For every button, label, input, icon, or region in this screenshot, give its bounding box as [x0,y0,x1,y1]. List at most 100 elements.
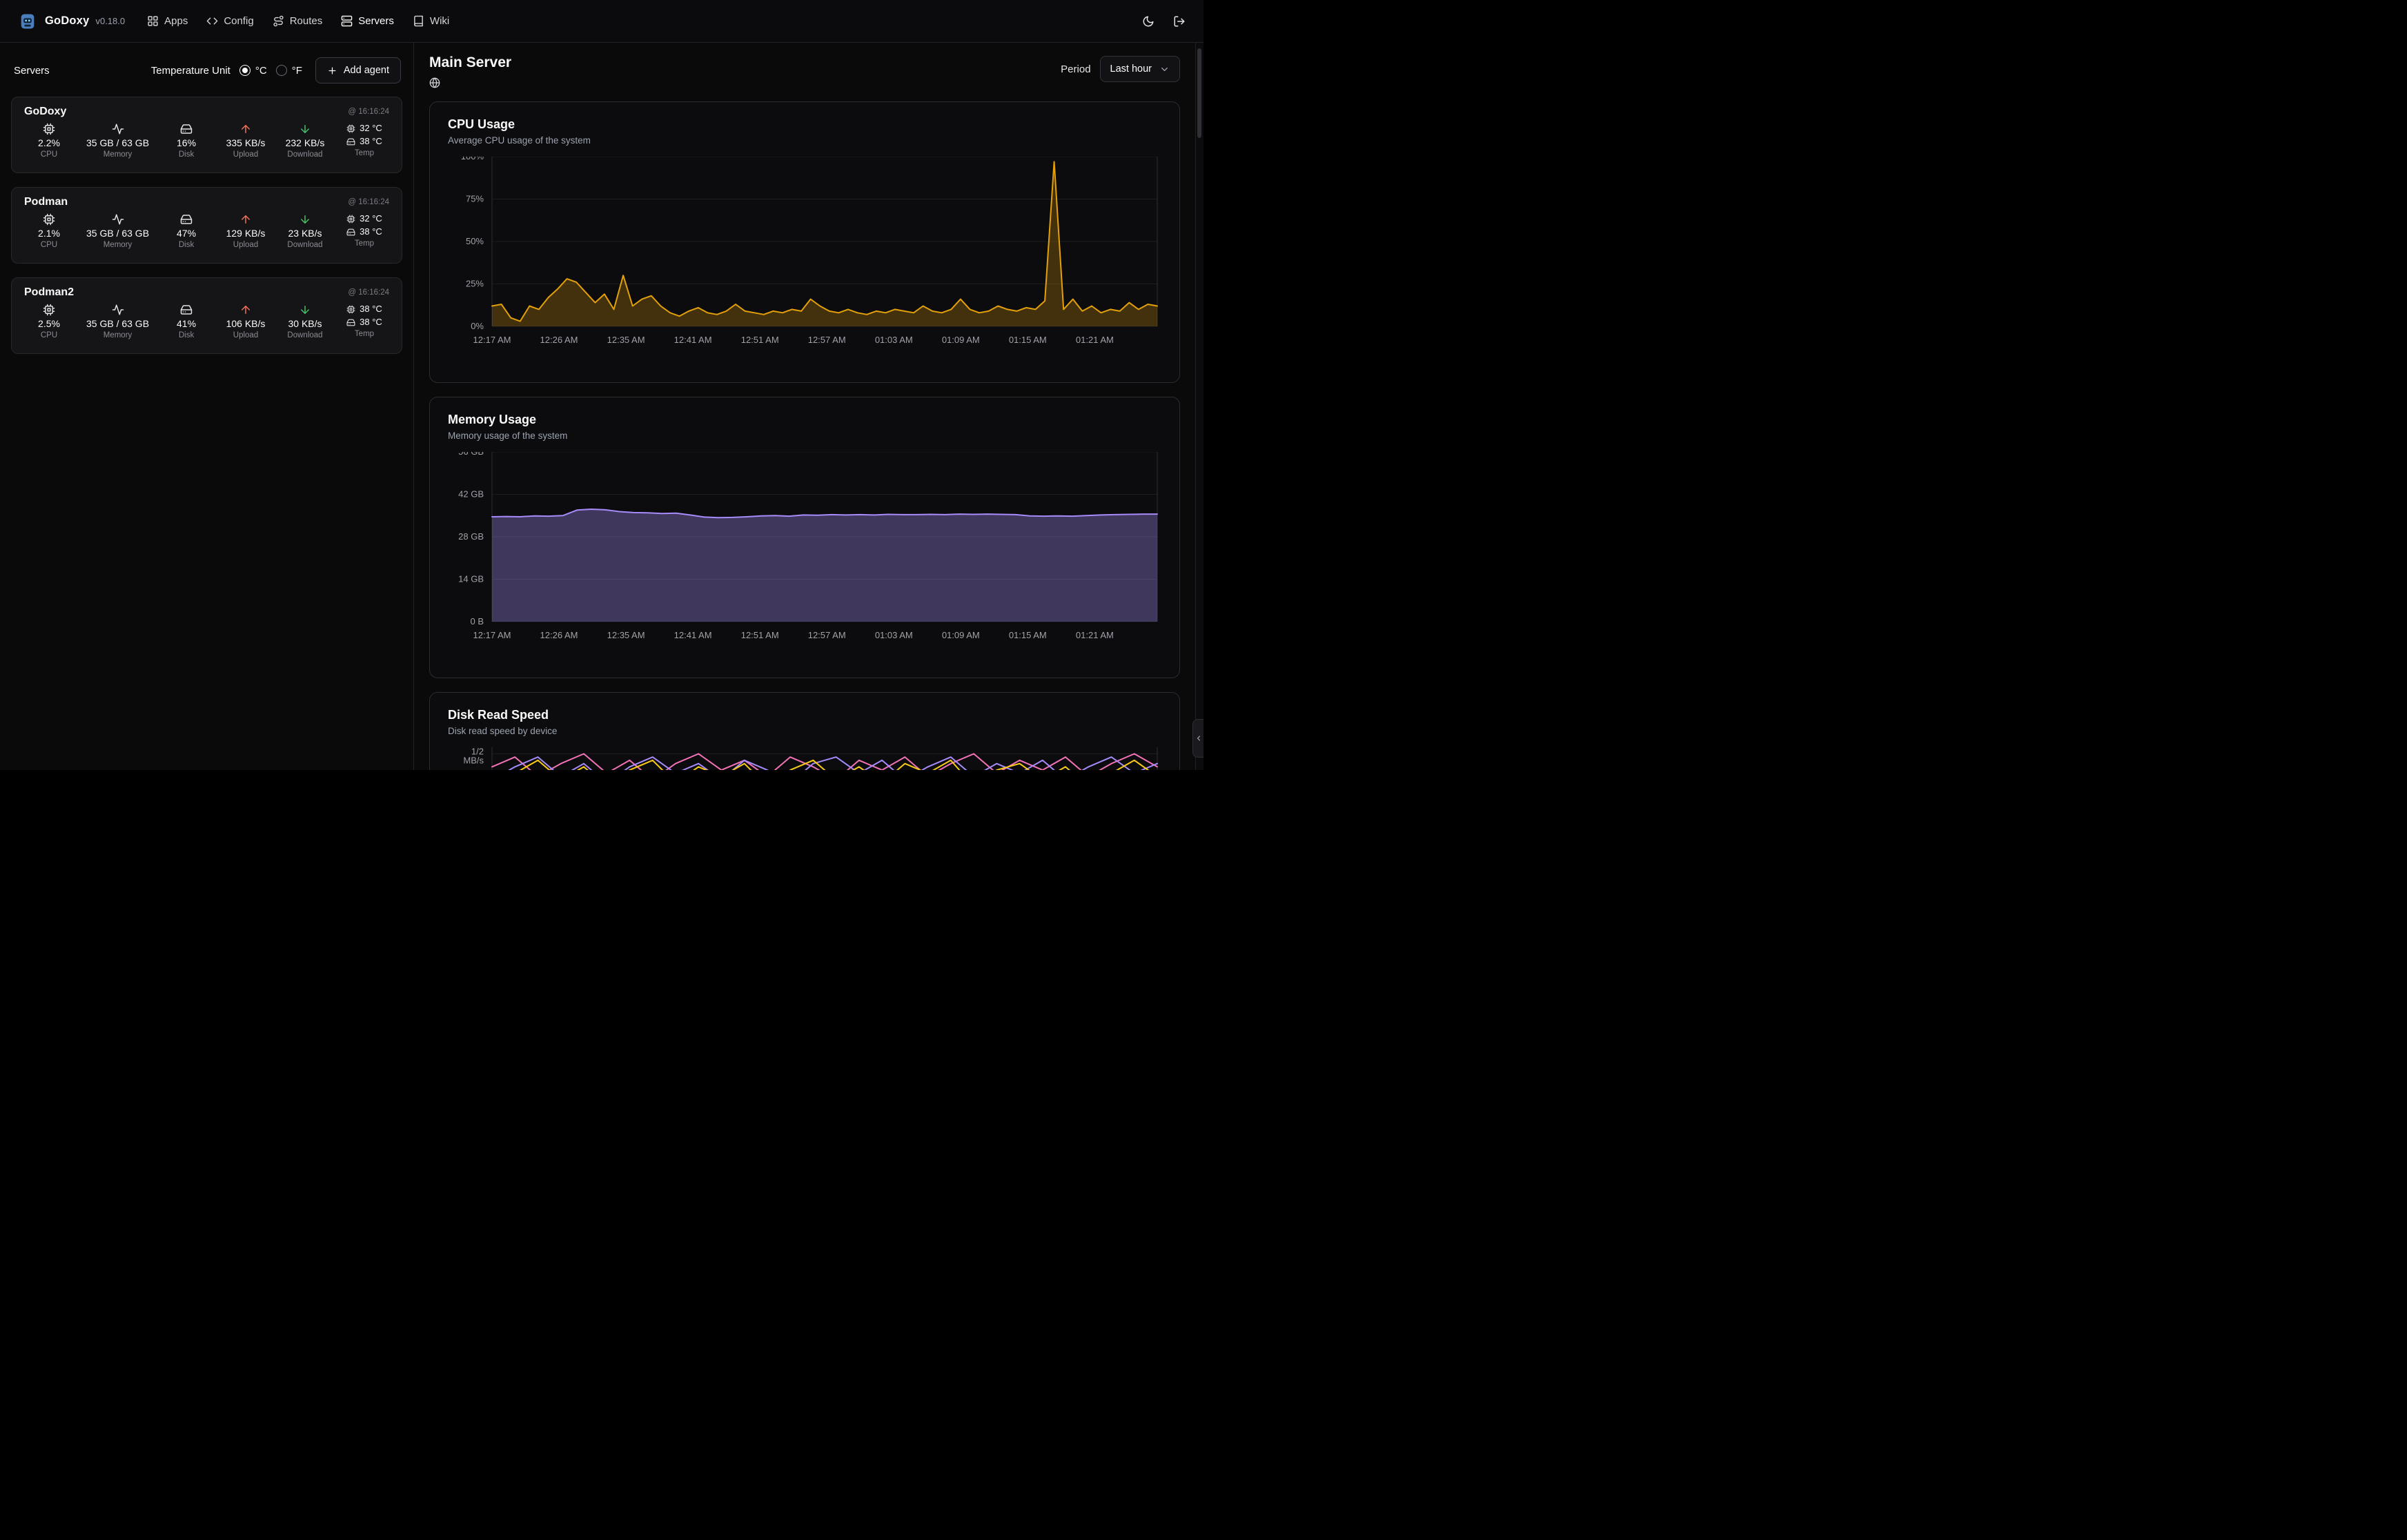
main-nav: Apps Config Routes Servers Wiki [147,15,449,27]
drawer-rail [1195,43,1204,770]
svg-text:0 B: 0 B [470,616,484,626]
content: Servers Temperature Unit °C °F Add agent [0,43,1204,770]
disk-icon [180,123,193,135]
upload-stat: 106 KB/s Upload [224,304,268,339]
memory-label: Memory [103,331,132,339]
nav-item-routes[interactable]: Routes [273,15,323,27]
memory-value: 35 GB / 63 GB [86,318,150,329]
download-value: 23 KB/s [288,228,322,239]
nav-item-config[interactable]: Config [206,15,254,27]
svg-text:14 GB: 14 GB [458,574,484,584]
period-dropdown[interactable]: Last hour [1099,56,1180,82]
server-card-header: Podman @ 16:16:24 [24,196,389,208]
nav-item-label: Config [224,15,254,27]
main-header: Main Server Period Last hour [429,54,1180,92]
svg-text:28 GB: 28 GB [458,531,484,542]
wiki-book-icon [413,15,424,27]
upload-value: 335 KB/s [226,137,266,148]
cpu-temp-row: 38 °C [346,304,382,315]
temperature-unit-label: Temperature Unit [150,64,230,77]
period-value: Last hour [1110,63,1152,75]
disk-stat: 47% Disk [164,213,208,249]
nav-item-label: Servers [358,15,394,27]
memory-stat: 35 GB / 63 GB Memory [86,123,149,159]
theme-toggle-moon-icon[interactable] [1142,15,1155,28]
sidebar-title: Servers [14,64,50,77]
download-arrow-icon [299,123,311,135]
disk-temp-row: 38 °C [346,136,382,148]
nav-item-label: Routes [289,15,323,27]
cpu-chart-subtitle: Average CPU usage of the system [448,135,591,146]
server-card-godoxy[interactable]: GoDoxy @ 16:16:24 2.2% CPU 35 GB / 63 GB… [11,97,402,173]
server-stats: 2.1% CPU 35 GB / 63 GB Memory 47% Disk [24,213,389,249]
download-label: Download [287,241,323,249]
server-card-podman2[interactable]: Podman2 @ 16:16:24 2.5% CPU 35 GB / 63 G… [11,277,402,354]
servers-sidebar: Servers Temperature Unit °C °F Add agent [0,43,414,770]
fahrenheit-radio[interactable]: °F [275,65,302,77]
drawer-toggle[interactable] [1192,719,1204,758]
disk-temp-row: 38 °C [346,317,382,328]
server-timestamp: @ 16:16:24 [348,108,389,116]
svg-text:75%: 75% [466,194,484,204]
celsius-label: °C [255,64,267,77]
cpu-value: 2.5% [38,318,60,329]
nav-item-apps[interactable]: Apps [147,15,188,27]
disk-icon [346,137,355,146]
memory-label: Memory [103,241,132,249]
memory-activity-icon [112,213,124,226]
cpu-stat: 2.2% CPU [27,123,71,159]
svg-text:12:51 AM: 12:51 AM [741,630,779,640]
svg-text:12:51 AM: 12:51 AM [741,335,779,345]
servers-icon [341,15,353,27]
upload-value: 129 KB/s [226,228,266,239]
page-title: Main Server [429,55,512,70]
server-name: Podman [24,196,68,208]
navbar: GoDoxy v0.18.0 Apps Config Routes Server [0,0,1204,43]
svg-text:56 GB: 56 GB [458,452,484,457]
period-label: Period [1061,63,1091,75]
svg-text:12:41 AM: 12:41 AM [674,335,712,345]
disk-icon [346,228,355,237]
server-name: Podman2 [24,286,75,298]
memory-value: 35 GB / 63 GB [86,228,150,239]
godoxy-logo[interactable] [18,12,37,31]
cpu-temp-value: 32 °C [360,123,382,133]
chevron-down-icon [1159,64,1170,75]
celsius-radio[interactable]: °C [239,65,267,77]
server-detail-main: Main Server Period Last hour CPU Usage A… [414,43,1204,770]
disk-temp-value: 38 °C [360,316,382,327]
godoxy-app: GoDoxy v0.18.0 Apps Config Routes Server [0,0,1204,770]
download-label: Download [287,150,323,159]
svg-text:12:26 AM: 12:26 AM [540,630,578,640]
svg-text:0%: 0% [471,321,484,331]
add-agent-button[interactable]: Add agent [315,57,401,83]
server-timestamp: @ 16:16:24 [348,198,389,206]
server-card-podman[interactable]: Podman @ 16:16:24 2.1% CPU 35 GB / 63 GB… [11,187,402,264]
svg-text:01:21 AM: 01:21 AM [1076,335,1114,345]
download-arrow-icon [299,213,311,226]
download-value: 232 KB/s [285,137,325,148]
routes-icon [273,15,284,27]
disk-icon [180,304,193,316]
cpu-label: CPU [40,150,58,159]
temperature-stat: 32 °C 38 °C Temp [342,123,386,159]
disk-temp-row: 38 °C [346,226,382,238]
scrollbar-thumb[interactable] [1197,48,1201,138]
download-stat: 232 KB/s Download [283,123,327,159]
disk-stat: 16% Disk [164,123,208,159]
svg-text:12:35 AM: 12:35 AM [607,630,645,640]
memory-stat: 35 GB / 63 GB Memory [86,304,149,339]
upload-stat: 335 KB/s Upload [224,123,268,159]
navbar-left: GoDoxy v0.18.0 Apps Config Routes Server [18,12,449,31]
nav-item-wiki[interactable]: Wiki [413,15,449,27]
svg-text:25%: 25% [466,279,484,289]
cpu-label: CPU [40,241,58,249]
temperature-stat: 32 °C 38 °C Temp [342,213,386,249]
cpu-icon [346,215,355,224]
disk-chart-subtitle: Disk read speed by device [448,726,558,737]
upload-stat: 129 KB/s Upload [224,213,268,249]
logout-icon[interactable] [1173,15,1186,28]
nav-item-servers[interactable]: Servers [341,15,394,27]
memory-usage-chart: 0 B 14 GB 28 GB 42 GB 56 GB 12:17 AM 12:26 AM 1… [448,446,1161,649]
